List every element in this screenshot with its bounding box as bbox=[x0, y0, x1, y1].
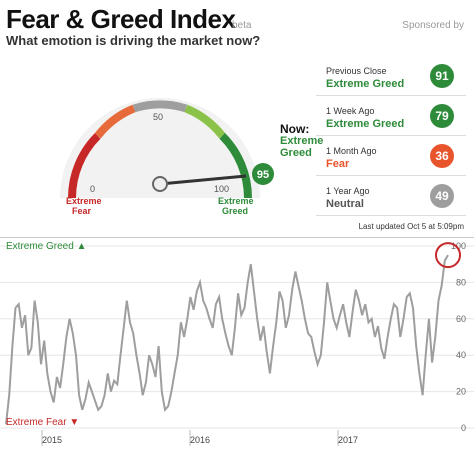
legend-extreme-greed-label: Extreme Greed bbox=[6, 241, 74, 252]
y-tick-label: 0 bbox=[461, 423, 466, 433]
page-title: Fear & Greed Index bbox=[6, 4, 236, 34]
x-tick-label: 2017 bbox=[338, 435, 358, 445]
fear-greed-gauge: 0 50 100 Extreme Fear Extreme Greed 95 bbox=[50, 88, 290, 218]
history-chart: 0 20 40 60 80 100 2015 2016 2017 bbox=[0, 238, 474, 450]
legend-extreme-greed: Extreme Greed ▲ bbox=[6, 241, 87, 252]
history-score-badge: 36 bbox=[430, 144, 454, 168]
sponsored-label: Sponsored by bbox=[402, 20, 464, 31]
history-row-previous-close: Previous Close Extreme Greed 91 bbox=[316, 56, 466, 96]
x-tick-label: 2016 bbox=[190, 435, 210, 445]
triangle-up-icon: ▲ bbox=[76, 241, 87, 252]
history-label: 1 Year Ago bbox=[326, 186, 370, 196]
history-label: 1 Week Ago bbox=[326, 106, 375, 116]
gauge-needle bbox=[159, 174, 247, 186]
history-label: 1 Month Ago bbox=[326, 146, 377, 156]
now-value-line2: Greed bbox=[280, 147, 312, 159]
y-tick-label: 40 bbox=[456, 350, 466, 360]
page-subtitle: What emotion is driving the market now? bbox=[6, 33, 261, 48]
y-tick-label: 60 bbox=[456, 314, 466, 324]
history-value: Extreme Greed bbox=[326, 118, 405, 130]
gauge-value-badge bbox=[252, 163, 274, 185]
gauge-tick-100: 100 bbox=[214, 184, 229, 194]
gauge-left-label-2: Fear bbox=[72, 206, 92, 216]
now-value-line1: Extreme bbox=[280, 135, 324, 147]
x-tick-label: 2015 bbox=[42, 435, 62, 445]
history-value: Extreme Greed bbox=[326, 78, 405, 90]
history-row-1-month-ago: 1 Month Ago Fear 36 bbox=[316, 136, 466, 176]
history-value: Fear bbox=[326, 158, 350, 170]
last-updated: Last updated Oct 5 at 5:09pm bbox=[358, 222, 464, 231]
history-value: Neutral bbox=[326, 198, 364, 210]
triangle-down-icon: ▼ bbox=[69, 417, 80, 428]
now-title: Now: bbox=[280, 122, 310, 136]
history-row-1-week-ago: 1 Week Ago Extreme Greed 79 bbox=[316, 96, 466, 136]
y-tick-label: 20 bbox=[456, 387, 466, 397]
gauge-tick-0: 0 bbox=[90, 184, 95, 194]
legend-extreme-fear-label: Extreme Fear bbox=[6, 417, 67, 428]
divider bbox=[0, 237, 474, 238]
gauge-right-label-2: Greed bbox=[222, 206, 248, 216]
history-label: Previous Close bbox=[326, 66, 387, 76]
gauge-right-label-1: Extreme bbox=[218, 196, 254, 206]
history-score-badge: 91 bbox=[430, 64, 454, 88]
history-score-badge: 49 bbox=[430, 184, 454, 208]
series-line bbox=[5, 254, 449, 425]
gauge-left-label-1: Extreme bbox=[66, 196, 102, 206]
latest-point-ring bbox=[435, 242, 461, 269]
y-tick-label: 80 bbox=[456, 277, 466, 287]
history-score-badge: 79 bbox=[430, 104, 454, 128]
y-tick-label: 100 bbox=[451, 241, 466, 251]
now-value: Extreme Greed bbox=[280, 135, 330, 159]
gauge-tick-50: 50 bbox=[153, 112, 163, 122]
gauge-hub bbox=[152, 176, 168, 192]
history-panel: Previous Close Extreme Greed 91 1 Week A… bbox=[316, 56, 466, 216]
history-row-1-year-ago: 1 Year Ago Neutral 49 bbox=[316, 176, 466, 216]
gauge-value: 95 bbox=[257, 169, 269, 181]
legend-extreme-fear: Extreme Fear ▼ bbox=[6, 417, 79, 428]
beta-badge: beta bbox=[232, 20, 252, 31]
